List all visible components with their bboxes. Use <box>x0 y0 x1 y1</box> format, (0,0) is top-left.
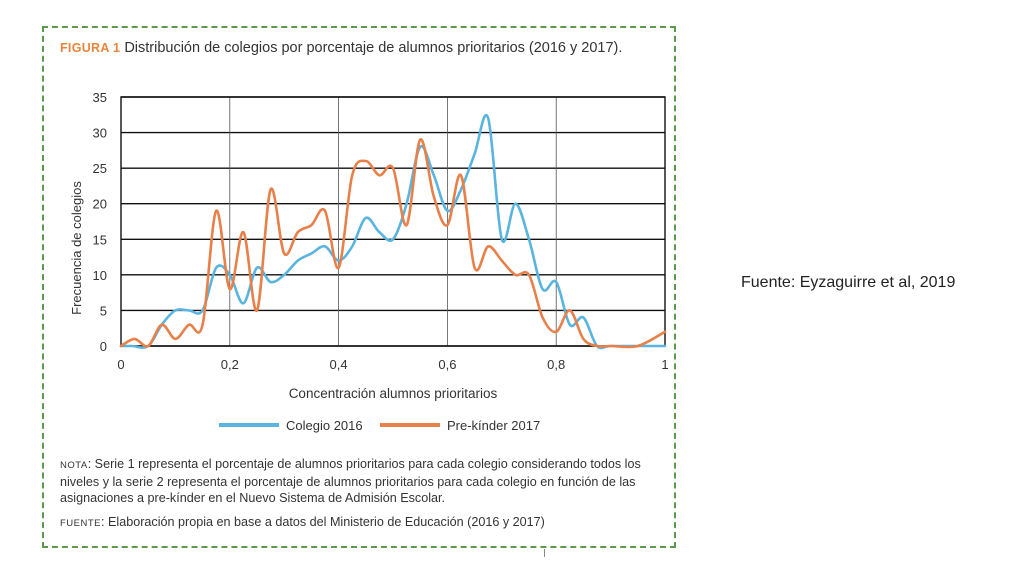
source-text: : Elaboración propia en base a datos del… <box>101 515 545 529</box>
legend-label-2: Pre-kínder 2017 <box>447 418 540 433</box>
line-chart: 0 5 10 15 20 25 30 35 0 0,2 0,4 0,6 0,8 1 Frecuencia … <box>69 90 669 433</box>
x-tick-label: 0,2 <box>221 357 239 372</box>
grid-lines <box>120 96 666 347</box>
note-label: NOTA <box>60 460 88 471</box>
y-tick-label: 20 <box>93 197 107 212</box>
y-tick-label: 30 <box>93 126 107 141</box>
figure-frame: FIGURA 1 Distribución de colegios por po… <box>42 26 676 548</box>
y-axis-label: Frecuencia de colegios <box>69 181 84 315</box>
series-line-2 <box>119 138 667 349</box>
legend: Colegio 2016 Pre-kínder 2017 <box>219 418 540 433</box>
y-tick-label: 15 <box>93 232 107 247</box>
series-line-1 <box>119 114 667 350</box>
figure-note: NOTA: Serie 1 representa el porcentaje d… <box>60 456 665 506</box>
y-tick-label: 25 <box>93 161 107 176</box>
axis-labels: 0 5 10 15 20 25 30 35 0 0,2 0,4 0,6 0,8 1 <box>93 90 669 372</box>
side-source-caption: Fuente: Eyzaguirre et al, 2019 <box>741 274 956 291</box>
y-tick-label: 0 <box>100 339 107 354</box>
y-tick-label: 10 <box>93 268 107 283</box>
figure-label: FIGURA 1 <box>60 41 121 55</box>
plot-frame <box>120 96 666 347</box>
x-tick-label: 0,4 <box>330 357 348 372</box>
x-tick-label: 1 <box>661 357 668 372</box>
y-tick-label: 35 <box>93 90 107 105</box>
legend-label-1: Colegio 2016 <box>286 418 363 433</box>
figure-source: FUENTE: Elaboración propia en base a dat… <box>60 515 665 529</box>
x-tick-label: 0,6 <box>438 357 456 372</box>
figure-title: FIGURA 1 Distribución de colegios por po… <box>60 40 622 56</box>
series-lines <box>119 114 667 350</box>
source-label: FUENTE <box>60 518 101 529</box>
x-tick-label: 0,8 <box>547 357 565 372</box>
divider-mark <box>544 549 545 557</box>
x-tick-label: 0 <box>117 357 124 372</box>
note-text: : Serie 1 representa el porcentaje de al… <box>60 457 641 505</box>
x-axis-label: Concentración alumnos prioritarios <box>289 386 498 401</box>
y-tick-label: 5 <box>100 303 107 318</box>
figure-title-text: Distribución de colegios por porcentaje … <box>124 40 623 56</box>
